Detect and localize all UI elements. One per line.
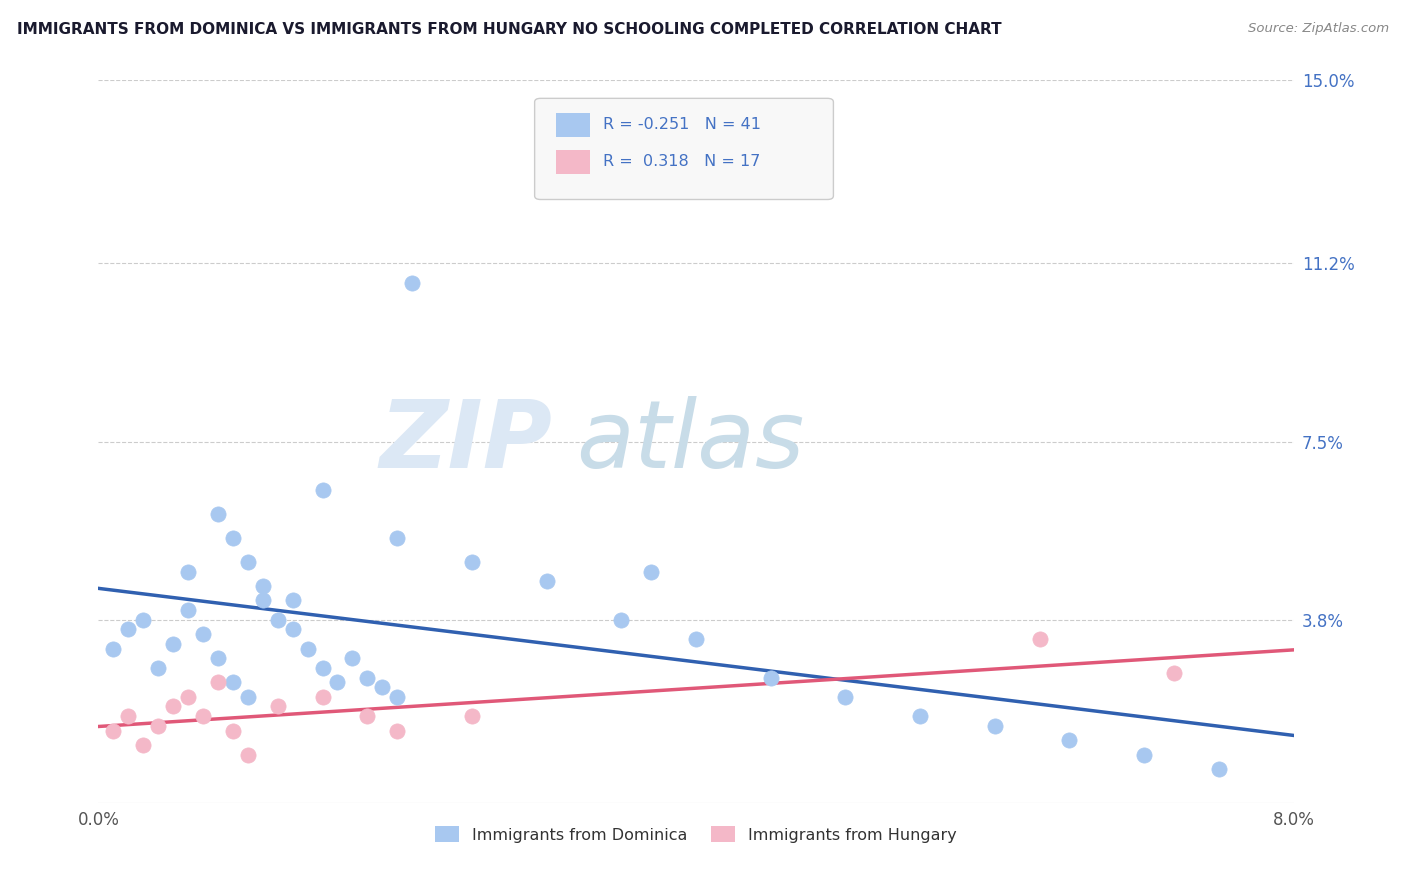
Point [177,565,200,579]
Point [401,276,423,290]
Point [222,531,245,545]
Point [356,709,378,723]
Text: Source: ZipAtlas.com: Source: ZipAtlas.com [1249,22,1389,36]
Point [281,623,304,637]
Point [385,690,409,704]
Point [222,675,245,690]
Point [385,531,409,545]
Point [759,671,782,685]
Point [177,690,200,704]
Point [685,632,707,646]
Point [267,613,290,627]
Point [1133,747,1156,762]
Legend: Immigrants from Dominica, Immigrants from Hungary: Immigrants from Dominica, Immigrants fro… [429,820,963,849]
Point [908,709,931,723]
Point [356,671,378,685]
Point [222,723,245,738]
Point [162,699,184,714]
Point [252,593,274,607]
Point [1028,632,1050,646]
Text: R = -0.251   N = 41: R = -0.251 N = 41 [603,117,761,132]
FancyBboxPatch shape [557,151,589,174]
FancyBboxPatch shape [557,112,589,136]
FancyBboxPatch shape [534,98,834,200]
Point [252,579,274,593]
Point [267,699,290,714]
Point [342,651,364,665]
Point [1059,733,1081,747]
Point [984,719,1007,733]
Point [103,723,125,738]
Point [191,627,214,641]
Point [148,719,170,733]
Point [311,690,333,704]
Text: atlas: atlas [576,396,804,487]
Point [177,603,200,617]
Point [311,483,333,497]
Point [207,651,229,665]
Point [103,641,125,656]
Point [311,661,333,675]
Text: IMMIGRANTS FROM DOMINICA VS IMMIGRANTS FROM HUNGARY NO SCHOOLING COMPLETED CORRE: IMMIGRANTS FROM DOMINICA VS IMMIGRANTS F… [17,22,1001,37]
Point [326,675,349,690]
Point [834,690,856,704]
Point [148,661,170,675]
Point [385,723,409,738]
Point [236,690,259,704]
Point [371,680,394,694]
Point [1208,762,1230,776]
Point [461,709,484,723]
Point [117,709,139,723]
Point [207,675,229,690]
Point [236,747,259,762]
Point [132,613,155,627]
Text: R =  0.318   N = 17: R = 0.318 N = 17 [603,154,761,169]
Point [236,555,259,569]
Point [610,613,633,627]
Point [536,574,558,589]
Point [640,565,662,579]
Point [162,637,184,651]
Point [207,507,229,521]
Point [132,738,155,752]
Point [297,641,319,656]
Text: ZIP: ZIP [380,395,553,488]
Point [191,709,214,723]
Point [461,555,484,569]
Point [117,623,139,637]
Point [281,593,304,607]
Point [1163,665,1185,680]
